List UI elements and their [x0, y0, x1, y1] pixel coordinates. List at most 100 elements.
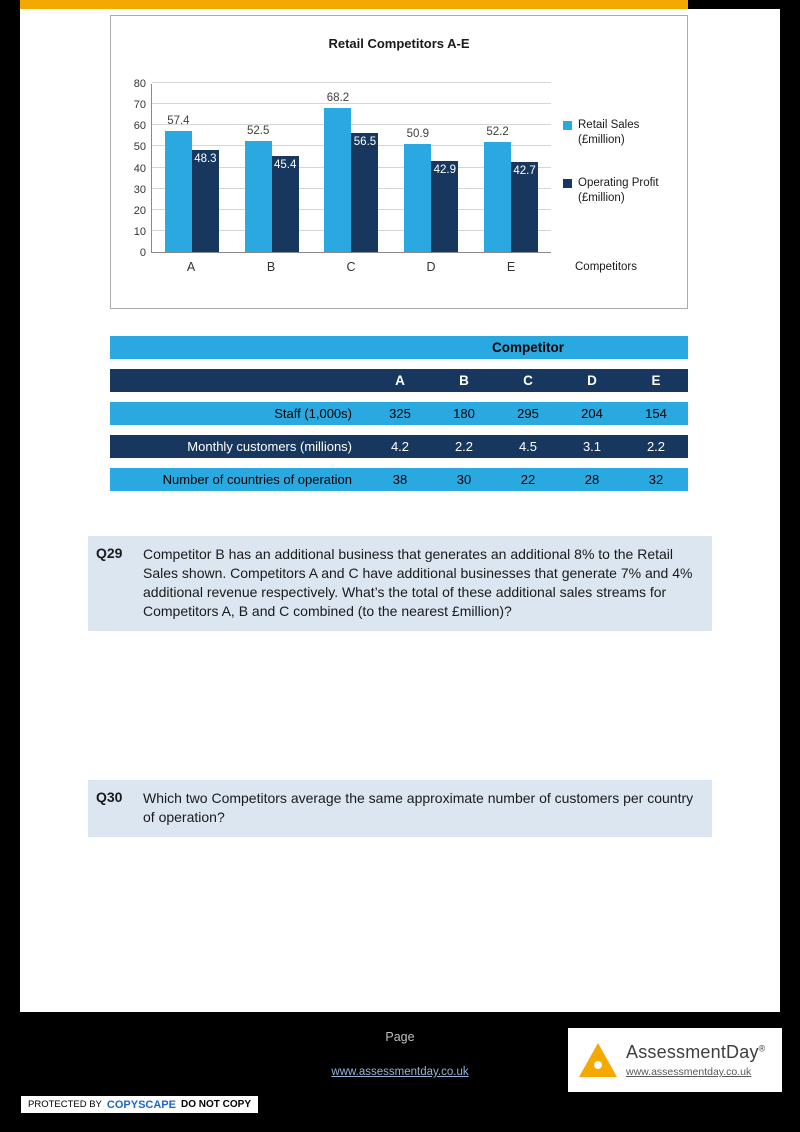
cell-A: 325 [389, 406, 411, 421]
chart-x-labels: A B C D E [151, 260, 551, 274]
bar-group-C: 68.2 56.5 [312, 84, 392, 252]
bar-group-A: 57.4 48.3 [152, 84, 232, 252]
bar-value-label: 42.7 [513, 164, 536, 177]
cell-B: 30 [456, 472, 472, 487]
page-top-gold-bar [20, 0, 688, 9]
bar-value-label: 56.5 [353, 135, 377, 148]
logo-dot [594, 1061, 602, 1069]
row-label: Staff (1,000s) [274, 406, 352, 421]
gridline [152, 82, 551, 83]
retail-sales-bar-E: 52.2 [484, 126, 512, 252]
copyscape-brand: COPYSCAPE [106, 1098, 176, 1111]
assessmentday-logo-icon [578, 1042, 618, 1078]
legend-item: Retail Sales (£million) [563, 118, 683, 148]
table-column-header-row: A B C D E [110, 369, 688, 392]
gridline [152, 124, 551, 126]
operating-profit-bar-E: 42.7 [511, 161, 539, 252]
bar-value-label: 45.4 [273, 159, 297, 172]
chart-y-axis: 80 70 60 50 40 30 20 10 0 [127, 78, 151, 259]
question-q30: Q30 Which two Competitors average the sa… [88, 780, 712, 837]
copyscape-protected-by: PROTECTED BY [28, 1099, 102, 1110]
cell-B: 180 [453, 406, 475, 421]
table-row: Monthly customers (millions) 4.2 2.2 4.5 3.1… [110, 435, 688, 458]
x-category-label-B: B [266, 260, 276, 274]
copyscape-warning: DO NOT COPY [180, 1099, 251, 1110]
bar-group-E: 52.2 42.7 [471, 84, 551, 252]
cell-D: 204 [581, 406, 603, 421]
cell-C: 295 [517, 406, 539, 421]
gridline [152, 103, 551, 105]
bar-value-label: 52.5 [246, 125, 270, 138]
bar-value-label: 52.2 [486, 125, 509, 138]
redacted-block [20, 1028, 280, 1090]
x-category-label-C: C [346, 260, 356, 274]
table-row: Number of countries of operation 38 30 22 28… [110, 468, 688, 491]
y-tick-label: 60 [133, 120, 146, 133]
legend-item: Operating Profit (£million) [563, 176, 683, 206]
chart-legend: Retail Sales (£million) Operating Profit (£… [563, 84, 683, 274]
chart: Retail Competitors A-E 80 70 60 50 40 30 20 10 0… [110, 15, 688, 309]
y-tick-label: 50 [133, 141, 146, 154]
y-tick-label: 20 [133, 204, 146, 217]
cell-E: 154 [645, 406, 667, 421]
cell-A: 38 [392, 472, 408, 487]
brand-url-link[interactable]: www.assessmentday.co.uk [626, 1066, 752, 1078]
table-group-header: Competitor [492, 340, 564, 355]
column-header-E: E [651, 373, 661, 388]
y-tick-label: 70 [133, 99, 146, 112]
column-header-C: C [523, 373, 533, 388]
copyscape-badge[interactable]: PROTECTED BY COPYSCAPE DO NOT COPY [20, 1095, 259, 1114]
footer-center-link[interactable]: www.assessmentday.co.uk [331, 1066, 469, 1078]
data-table: Competitor A B C D E Staff (1,000s) 325 180 295 20… [110, 336, 688, 501]
legend-swatch [563, 121, 572, 130]
cell-E: 32 [648, 472, 664, 487]
table-row: Staff (1,000s) 325 180 295 204 154 [110, 402, 688, 425]
x-category-label-D: D [426, 260, 436, 274]
y-tick-label: 10 [133, 225, 146, 238]
x-category-label-A: A [186, 260, 196, 274]
column-header-B: B [459, 373, 469, 388]
footer-page-label: Page [385, 1030, 415, 1044]
question-q29: Q29 Competitor B has an additional busin… [88, 536, 712, 631]
operating-profit-bar-C: 56.5 [351, 132, 379, 252]
chart-x-axis-title: Competitors [575, 261, 637, 273]
chart-title: Retail Competitors A-E [328, 36, 470, 51]
assessmentday-brand-box: AssessmentDay® www.assessmentday.co.uk [568, 1028, 782, 1092]
cell-D: 3.1 [582, 439, 602, 454]
operating-profit-bar-B: 45.4 [271, 156, 299, 252]
cell-D: 28 [584, 472, 600, 487]
y-tick-label: 80 [133, 78, 146, 90]
retail-sales-bar-A: 57.4 [164, 115, 192, 252]
question-text: Competitor B has an additional business … [143, 546, 693, 619]
cell-A: 4.2 [390, 439, 410, 454]
bar-group-B: 52.5 45.4 [232, 84, 312, 252]
y-tick-label: 0 [139, 247, 146, 259]
brand-text: AssessmentDay® www.assessmentday.co.uk [626, 1042, 765, 1078]
retail-sales-bar-D: 50.9 [404, 128, 432, 252]
question-text: Which two Competitors average the same a… [143, 790, 694, 825]
cell-C: 4.5 [518, 439, 538, 454]
column-header-A: A [395, 373, 405, 388]
bar-value-label: 42.9 [433, 164, 456, 177]
retail-sales-bar-B: 52.5 [244, 125, 272, 252]
question-number: Q29 [96, 545, 123, 561]
registered-mark: ® [758, 1043, 766, 1054]
question-number: Q30 [96, 789, 123, 805]
y-tick-label: 40 [133, 162, 146, 175]
retail-sales-bar-C: 68.2 [324, 92, 352, 252]
logo-triangle [579, 1043, 617, 1077]
chart-body: 80 70 60 50 40 30 20 10 0 57.4 48.3 52.5 45.4 68.2 56… [127, 78, 683, 274]
operating-profit-bar-D: 42.9 [431, 161, 459, 252]
column-header-D: D [587, 373, 597, 388]
y-tick-label: 30 [133, 183, 146, 196]
bar-value-label: 48.3 [194, 152, 217, 165]
brand-name: AssessmentDay [626, 1042, 759, 1062]
row-label: Number of countries of operation [162, 472, 352, 487]
cell-E: 2.2 [646, 439, 666, 454]
cell-C: 22 [520, 472, 536, 487]
chart-plot: 57.4 48.3 52.5 45.4 68.2 56.5 50.9 42.9 52.2 42.7 [151, 82, 551, 253]
bar-value-label: 57.4 [167, 114, 190, 127]
table-group-header-row: Competitor [110, 336, 688, 359]
row-label: Monthly customers (millions) [187, 439, 352, 454]
